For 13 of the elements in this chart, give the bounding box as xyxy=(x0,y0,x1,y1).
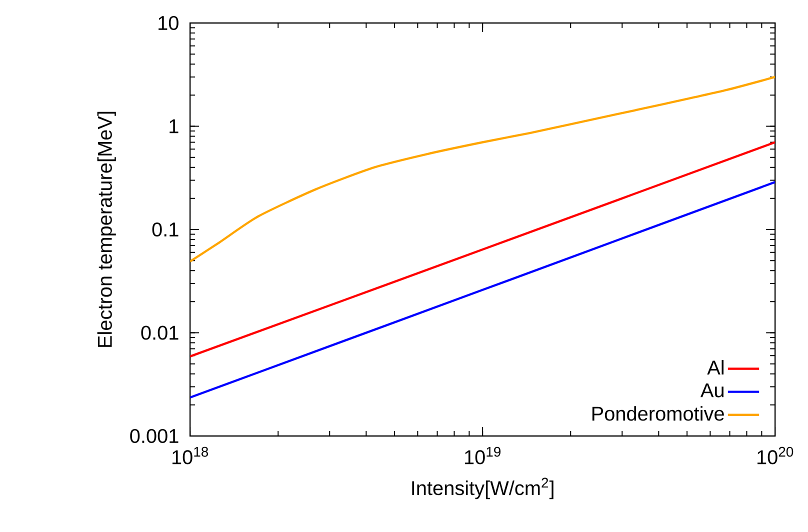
legend-label: Ponderomotive xyxy=(592,406,724,421)
legend-label: Au xyxy=(700,383,724,398)
y-tick-label: 10 xyxy=(158,16,178,30)
legend-label: Al xyxy=(707,360,724,374)
x-tick-label: 10$^{20}$ xyxy=(758,446,794,464)
y-axis-title: Electron temperature[MeV] xyxy=(97,112,116,347)
x-axis-title: Intensity[W/cm$^{2}$] xyxy=(412,478,554,500)
y-tick-label: 0.1 xyxy=(152,222,178,237)
y-tick-label: 0.01 xyxy=(141,326,178,340)
y-tick-label: 1 xyxy=(170,119,178,134)
y-tick-label: 0.001 xyxy=(130,428,178,444)
x-tick-label: 10$^{19}$ xyxy=(465,446,500,464)
x-tick-label: 10$^{18}$ xyxy=(172,446,208,464)
